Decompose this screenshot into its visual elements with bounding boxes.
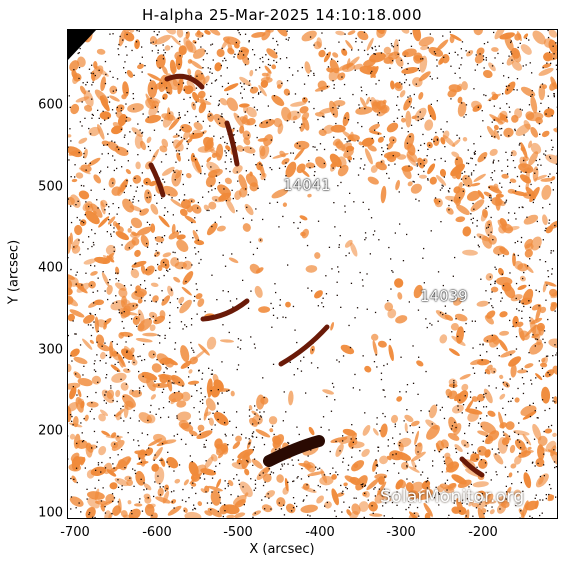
x-tick-label: -200: [468, 525, 498, 540]
y-tick-label: 200: [38, 423, 63, 439]
active-region-label: 14039: [420, 287, 468, 305]
solar-texture: [67, 29, 557, 518]
dark-speckle: [67, 29, 557, 518]
filaments: [148, 73, 485, 478]
y-tick-label: 600: [38, 97, 63, 113]
halpha-image: [67, 29, 557, 518]
off-disk-corner: [67, 29, 97, 61]
x-axis-label: X (arcsec): [249, 542, 315, 557]
image-title: H-alpha 25-Mar-2025 14:10:18.000: [141, 6, 422, 24]
y-tick-label: 300: [38, 342, 63, 358]
y-axis-label: Y (arcsec): [6, 239, 22, 305]
x-tick-label: -300: [386, 525, 416, 540]
y-tick-label: 500: [38, 179, 63, 195]
y-tick-label: 100: [38, 505, 63, 521]
x-tick-label: -400: [305, 525, 335, 540]
x-tick-label: -700: [60, 525, 90, 540]
solarmonitor-watermark: SolarMonitor.org: [380, 487, 525, 507]
x-tick-label: -500: [223, 525, 253, 540]
active-region-label: 14041: [283, 176, 331, 194]
x-tick-label: -600: [142, 525, 172, 540]
y-tick-label: 400: [38, 260, 63, 276]
